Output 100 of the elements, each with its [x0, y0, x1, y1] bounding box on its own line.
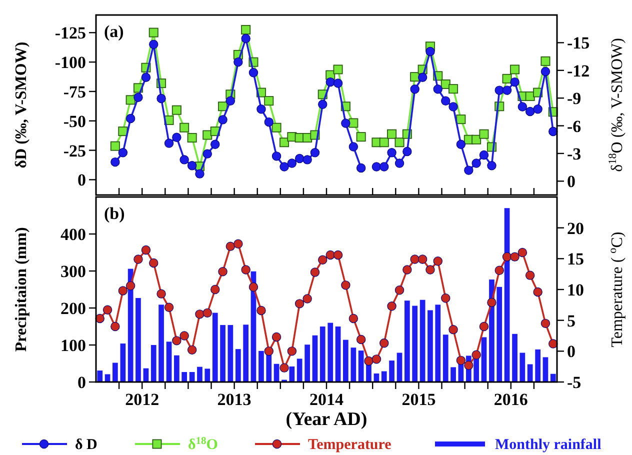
- legend-label: Monthly rainfall: [495, 437, 602, 453]
- bar: [97, 370, 103, 382]
- point: [156, 94, 166, 104]
- point: [418, 254, 428, 264]
- point: [264, 346, 274, 356]
- point: [241, 34, 250, 44]
- point: [264, 117, 274, 127]
- x-tick-label: 2012: [125, 390, 160, 409]
- y2-tick-label: 5: [567, 311, 576, 330]
- point: [149, 258, 158, 268]
- bar: [104, 374, 110, 382]
- point: [149, 40, 158, 50]
- y-tick-label: 300: [60, 262, 86, 281]
- bar: [235, 349, 241, 382]
- point: [364, 356, 374, 366]
- point: [472, 158, 481, 168]
- point: [487, 160, 496, 170]
- point: [202, 308, 212, 318]
- point: [402, 265, 412, 274]
- point: [387, 302, 396, 311]
- point: [294, 299, 304, 308]
- bar: [420, 300, 426, 382]
- point: [518, 248, 528, 258]
- point: [394, 286, 404, 295]
- point: [218, 102, 228, 112]
- bar: [442, 334, 448, 382]
- point: [494, 266, 504, 275]
- point: [134, 92, 143, 102]
- bar: [166, 342, 172, 382]
- point: [272, 152, 282, 161]
- point: [502, 74, 512, 84]
- point: [533, 104, 542, 114]
- point: [264, 96, 274, 106]
- y-tick-label: 100: [60, 336, 86, 355]
- point: [464, 166, 474, 175]
- y2-tick-label: -5: [567, 373, 582, 392]
- y-tick-label: 0: [78, 170, 86, 190]
- point: [202, 130, 212, 140]
- point: [525, 270, 535, 280]
- point: [525, 106, 535, 116]
- x-tick-label: 2016: [494, 390, 528, 409]
- bar: [204, 368, 210, 382]
- point: [372, 162, 382, 172]
- point: [126, 281, 136, 290]
- point: [341, 280, 350, 290]
- y2-tick-label: 0: [567, 172, 576, 192]
- point: [118, 148, 128, 158]
- point: [310, 268, 320, 277]
- y-tick-label: 200: [60, 299, 86, 318]
- bar: [550, 374, 556, 382]
- bar: [542, 357, 548, 382]
- point: [494, 86, 504, 95]
- point: [187, 133, 197, 143]
- point: [456, 114, 466, 124]
- point: [548, 126, 558, 136]
- bar: [412, 306, 418, 382]
- bar: [189, 372, 195, 382]
- point: [348, 314, 358, 324]
- legend-label: δ D: [75, 437, 98, 453]
- bar: [496, 286, 502, 382]
- point: [102, 305, 112, 314]
- point: [472, 134, 482, 144]
- bar: [450, 367, 456, 382]
- point: [280, 138, 290, 148]
- bar: [128, 268, 134, 382]
- point: [118, 126, 128, 136]
- bar: [312, 335, 318, 382]
- point: [226, 96, 236, 106]
- bar: [335, 326, 341, 382]
- point: [380, 338, 389, 348]
- bar: [136, 298, 141, 382]
- point: [172, 336, 182, 346]
- bar: [120, 344, 126, 382]
- y2-tick-label: -6: [567, 116, 582, 136]
- point: [402, 146, 412, 156]
- point: [540, 318, 550, 328]
- y2-tick-label: 20: [567, 218, 584, 238]
- x-tick-label: 2015: [402, 390, 436, 409]
- bar: [174, 355, 180, 382]
- point: [256, 104, 266, 114]
- point: [180, 155, 189, 164]
- point: [456, 356, 466, 366]
- point: [441, 96, 450, 106]
- bar: [296, 358, 302, 382]
- y-axis-title: Precipitaion (mm): [13, 227, 30, 352]
- point: [202, 149, 212, 158]
- point: [410, 84, 420, 94]
- point: [502, 86, 512, 95]
- bar: [481, 337, 487, 382]
- point: [379, 138, 389, 148]
- point: [248, 68, 258, 78]
- y2-tick-label: 10: [567, 280, 584, 300]
- point: [433, 256, 442, 266]
- bar: [112, 362, 118, 382]
- point: [540, 56, 550, 66]
- bar: [535, 349, 540, 382]
- point: [448, 324, 458, 334]
- point: [195, 310, 204, 319]
- y2-tick-label: 15: [567, 250, 584, 269]
- point: [479, 322, 489, 332]
